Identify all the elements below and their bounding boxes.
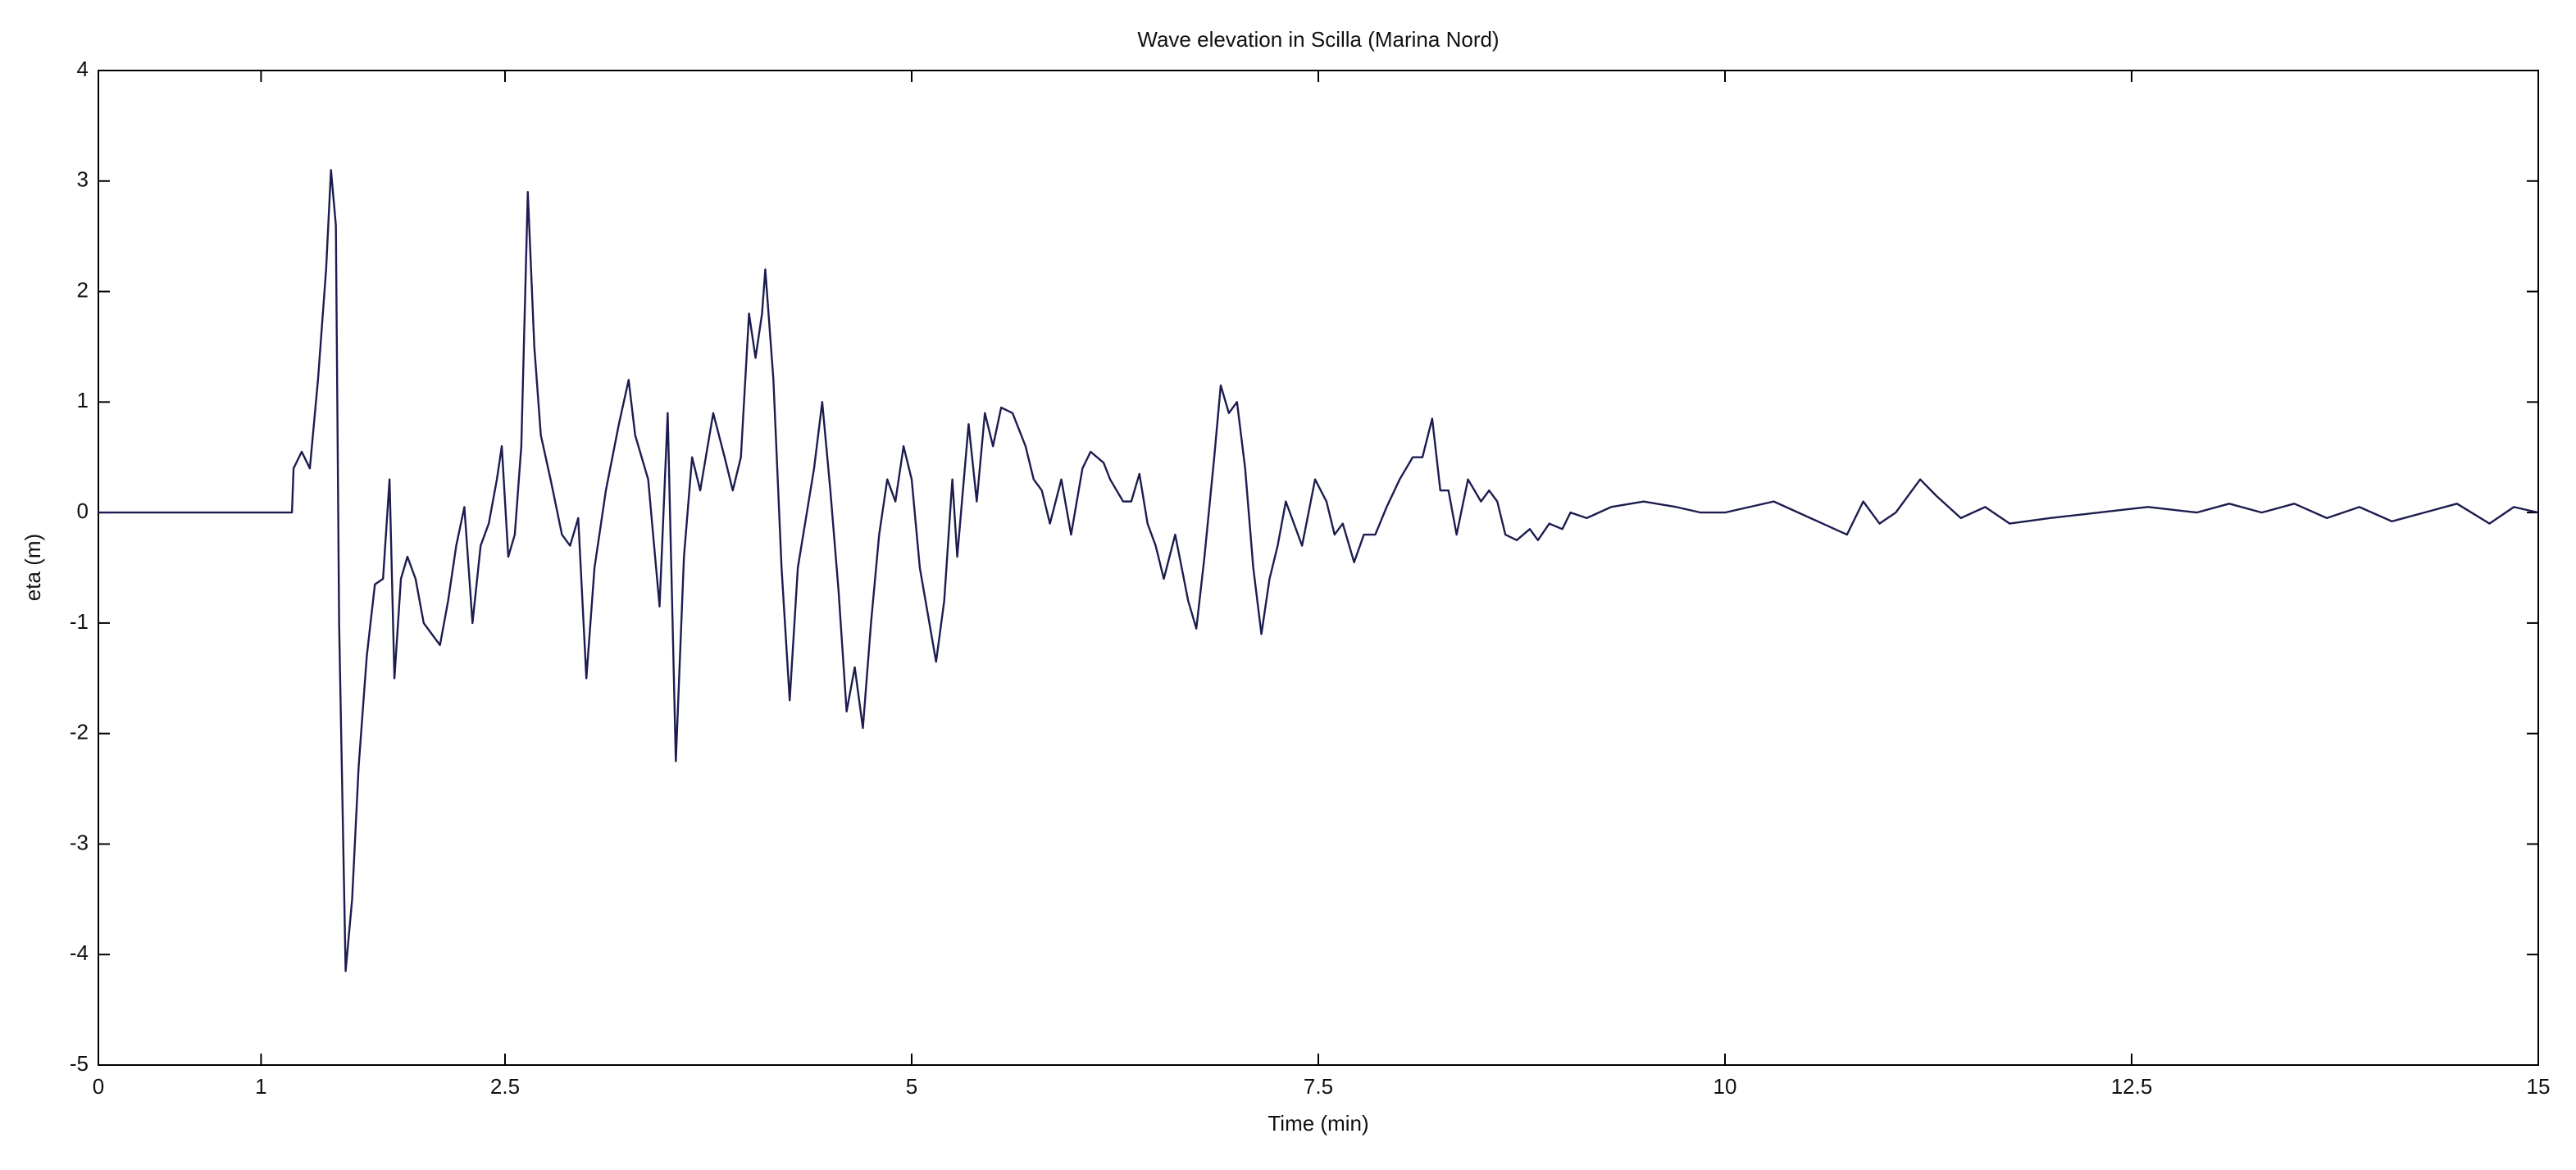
x-tick-label: 2.5 — [490, 1074, 520, 1099]
y-tick-label: -1 — [70, 609, 89, 634]
y-tick-label: 2 — [77, 277, 89, 302]
y-tick-label: -2 — [70, 720, 89, 744]
y-tick-label: 0 — [77, 499, 89, 523]
x-tick-label: 12.5 — [2111, 1074, 2153, 1099]
x-tick-label: 7.5 — [1304, 1074, 1333, 1099]
x-tick-label: 0 — [93, 1074, 104, 1099]
y-tick-label: 4 — [77, 57, 89, 81]
x-tick-label: 15 — [2527, 1074, 2551, 1099]
data-line — [98, 169, 2539, 972]
x-tick-label: 5 — [906, 1074, 917, 1099]
y-tick-label: -4 — [70, 940, 89, 965]
y-axis-label: eta (m) — [20, 534, 45, 601]
x-tick-label: 1 — [255, 1074, 266, 1099]
y-tick-label: 1 — [77, 388, 89, 412]
x-axis-label: Time (min) — [1268, 1111, 1368, 1136]
chart-title: Wave elevation in Scilla (Marina Nord) — [1137, 27, 1499, 52]
x-tick-label: 10 — [1714, 1074, 1737, 1099]
y-tick-label: 3 — [77, 167, 89, 192]
y-tick-label: -5 — [70, 1051, 89, 1076]
y-tick-label: -3 — [70, 830, 89, 854]
